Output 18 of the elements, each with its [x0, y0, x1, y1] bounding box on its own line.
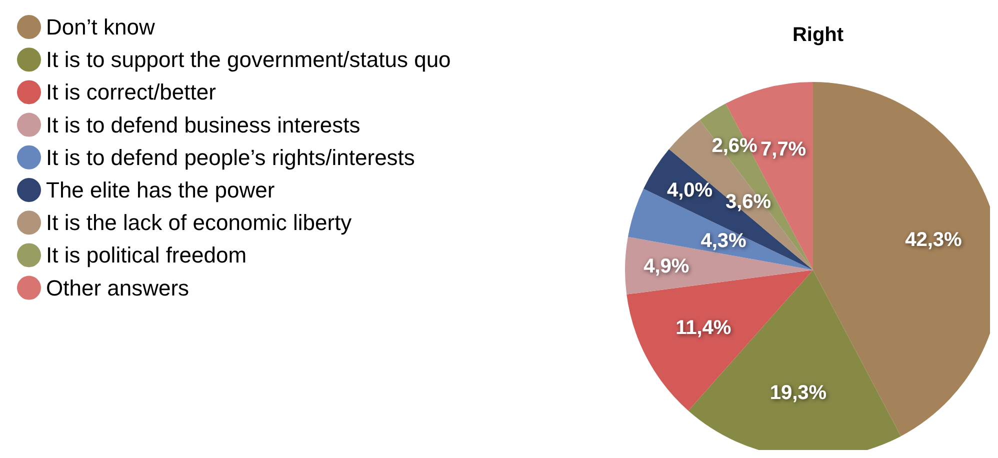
- legend-label: It is to support the government/status quo: [46, 47, 451, 72]
- legend-label: It is to defend business interests: [46, 112, 360, 138]
- legend-label: It is political freedom: [46, 242, 247, 268]
- data-label: 2,6%: [712, 135, 758, 158]
- data-label: 4,0%: [666, 180, 713, 202]
- data-label: 11,4%: [676, 317, 732, 340]
- legend-label: It is correct/better: [46, 80, 216, 105]
- legend-label: Other answers: [46, 275, 190, 300]
- data-label: 4,9%: [644, 256, 690, 278]
- data-label: 7,7%: [760, 138, 806, 161]
- legend-label: It is to defend people’s rights/interests: [46, 144, 415, 170]
- chart-title: Right: [792, 24, 844, 46]
- data-label: 4,3%: [700, 230, 747, 252]
- data-label: 19,3%: [770, 382, 827, 404]
- legend-label: It is the lack of economic liberty: [46, 210, 352, 236]
- data-label: 42,3%: [905, 229, 962, 252]
- legend-label: The elite has the power: [46, 178, 275, 202]
- legend-label: Don’t know: [46, 14, 155, 40]
